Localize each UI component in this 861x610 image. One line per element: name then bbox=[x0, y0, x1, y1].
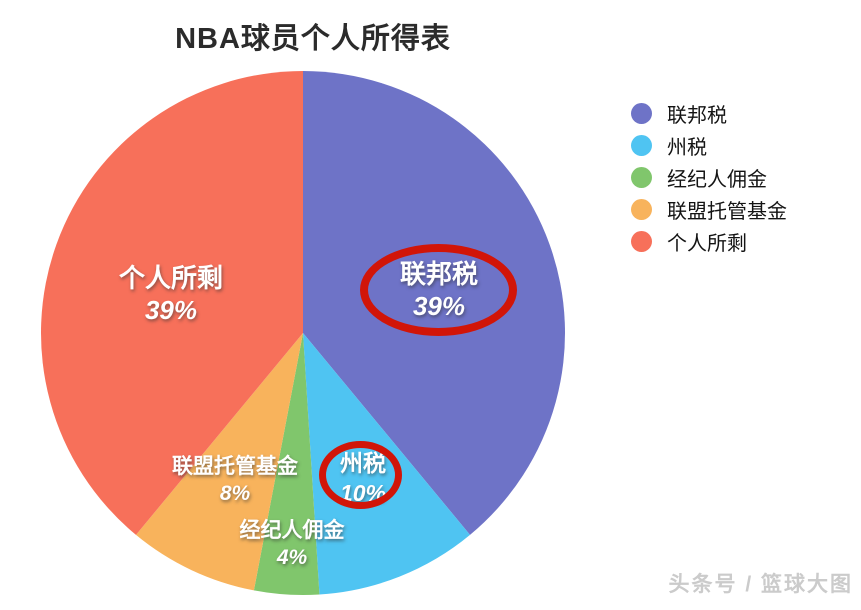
legend-swatch bbox=[631, 103, 652, 124]
legend-item-4: 个人所剩 bbox=[631, 231, 787, 255]
legend-label: 经纪人佣金 bbox=[667, 169, 767, 191]
pie-slice-0 bbox=[303, 71, 565, 535]
pie-slice-3 bbox=[135, 333, 303, 591]
watermark: 头条号 / 篮球大图 bbox=[668, 573, 853, 596]
legend-swatch bbox=[631, 135, 652, 156]
legend: 联邦税州税经纪人佣金联盟托管基金 个人所剩 bbox=[631, 103, 787, 263]
legend-label: 联盟托管基金 bbox=[667, 201, 787, 223]
legend-item-2: 经纪人佣金 bbox=[631, 167, 787, 191]
legend-item-3: 联盟托管基金 bbox=[631, 199, 787, 223]
legend-item-0: 联邦税 bbox=[631, 103, 787, 127]
pie-slice-2 bbox=[253, 333, 320, 595]
legend-swatch bbox=[631, 199, 652, 220]
legend-label: 联邦税 bbox=[667, 105, 727, 127]
legend-swatch bbox=[631, 167, 652, 188]
legend-swatch bbox=[631, 231, 652, 252]
legend-label: 个人所剩 bbox=[667, 233, 747, 255]
pie-slice-4 bbox=[41, 71, 304, 535]
legend-item-1: 州税 bbox=[631, 135, 787, 159]
pie-slice-1 bbox=[303, 333, 471, 595]
chart-title: NBA球员个人所得表 bbox=[175, 23, 451, 55]
legend-label: 州税 bbox=[667, 137, 707, 159]
